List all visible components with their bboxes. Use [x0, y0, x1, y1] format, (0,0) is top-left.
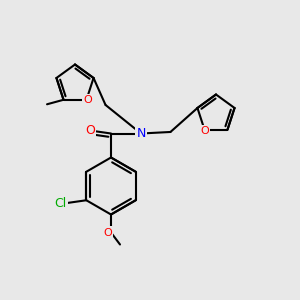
Text: O: O: [85, 124, 95, 137]
Text: O: O: [84, 95, 92, 105]
Text: N: N: [136, 127, 146, 140]
Text: Cl: Cl: [55, 197, 67, 210]
Text: O: O: [200, 126, 209, 136]
Text: O: O: [103, 227, 112, 238]
